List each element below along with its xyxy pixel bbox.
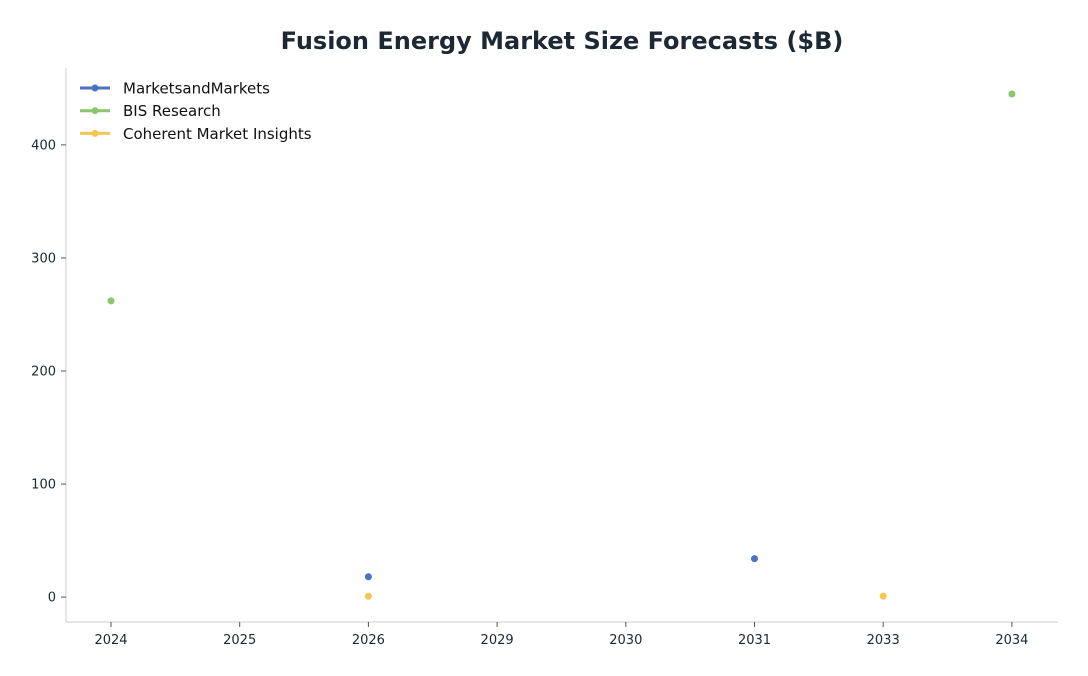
legend: MarketsandMarkets BIS Research Coherent Ma… — [80, 80, 312, 143]
y-tick-label: 200 — [31, 365, 56, 380]
y-tick-label: 100 — [31, 478, 56, 493]
legend-marker — [91, 129, 99, 137]
y-axis-ticks: 0 100 200 300 400 — [31, 138, 66, 606]
chart-title: Fusion Energy Market Size Forecasts ($B) — [281, 27, 844, 55]
x-tick-label: 2034 — [995, 633, 1028, 648]
x-axis-ticks: 2024 2025 2026 2029 2030 2031 2033 2034 — [94, 622, 1028, 648]
legend-label: BIS Research — [123, 102, 221, 120]
x-tick-label: 2029 — [481, 633, 514, 648]
x-tick-label: 2033 — [867, 633, 900, 648]
legend-label: Coherent Market Insights — [123, 125, 312, 143]
legend-marker — [91, 107, 99, 115]
x-tick-label: 2024 — [94, 633, 127, 648]
x-tick-label: 2025 — [223, 633, 256, 648]
legend-label: MarketsandMarkets — [123, 80, 270, 98]
data-point-coherent-market-insights — [364, 592, 372, 600]
data-point-marketsandmarkets — [364, 573, 372, 581]
x-tick-label: 2031 — [738, 633, 771, 648]
data-point-marketsandmarkets — [751, 555, 758, 563]
data-points — [107, 90, 1016, 600]
y-tick-label: 300 — [31, 251, 56, 266]
y-tick-label: 400 — [31, 138, 56, 153]
data-point-coherent-market-insights — [879, 592, 887, 600]
x-tick-label: 2026 — [352, 633, 385, 648]
y-tick-label: 0 — [48, 591, 56, 606]
data-point-bis-research — [1008, 90, 1016, 98]
legend-marker — [91, 84, 99, 92]
data-point-bis-research — [107, 297, 115, 305]
x-tick-label: 2030 — [609, 633, 642, 648]
